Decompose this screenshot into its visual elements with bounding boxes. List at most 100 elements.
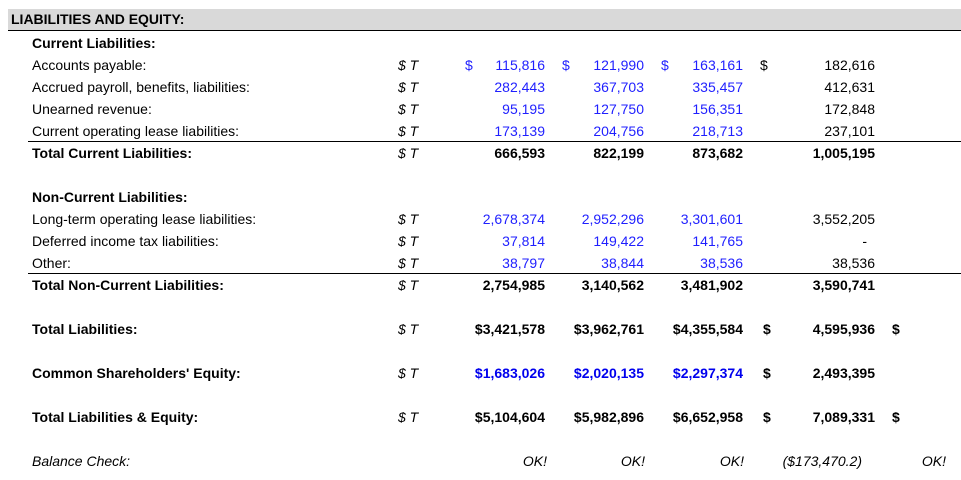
row-label: Total Liabilities: [32,321,138,337]
value-cell[interactable]: 37,814 [502,233,545,249]
current-liabilities-heading: Current Liabilities: [32,35,156,51]
value-cell[interactable]: 141,765 [692,233,743,249]
value-cell[interactable]: $6,652,958 [672,409,743,425]
unit-label: $ T [398,79,419,95]
unit-label: $ T [398,277,419,293]
equity-row: Common Shareholders' Equity: $ T $1,683,… [0,362,961,384]
value-cell[interactable]: $2,297,374 [672,365,743,381]
row-label: Accrued payroll, benefits, liabilities: [32,79,250,95]
table-row: Accrued payroll, benefits, liabilities: … [0,76,961,98]
value-cell[interactable]: 163,161 [692,57,743,73]
value-cell[interactable]: 38,536 [832,255,875,271]
value-cell[interactable]: 367,703 [593,79,644,95]
table-row: Accounts payable: $ T $ 115,816 $ 121,99… [0,54,961,76]
currency-symbol: $ [760,57,768,73]
unit-label: $ T [398,145,419,161]
row-label: Total Non-Current Liabilities: [32,277,224,293]
value-cell[interactable]: 38,797 [502,255,545,271]
value-cell[interactable]: 172,848 [824,101,875,117]
section-header: LIABILITIES AND EQUITY: [8,9,961,31]
value-cell[interactable]: 182,616 [824,57,875,73]
value-cell[interactable]: $3,421,578 [474,321,545,337]
check-status: OK! [719,453,744,469]
current-liabilities-heading-row: Current Liabilities: [0,32,961,54]
value-cell[interactable]: 38,536 [700,255,743,271]
value-cell[interactable]: 173,139 [494,123,545,139]
row-label: Common Shareholders' Equity: [32,365,241,381]
value-cell[interactable]: $4,355,584 [672,321,743,337]
currency-symbol: $ [763,409,771,425]
row-label: Total Liabilities & Equity: [32,409,199,425]
value-cell[interactable]: 282,443 [494,79,545,95]
value-cell[interactable]: 2,493,395 [812,365,875,381]
value-cell[interactable]: $5,104,604 [474,409,545,425]
value-cell[interactable]: 666,593 [494,145,545,161]
table-row: Current operating lease liabilities: $ T… [28,120,961,142]
total-row: Total Non-Current Liabilities: $ T 2,754… [0,274,961,296]
value-cell[interactable]: 7,089,331 [812,409,875,425]
value-cell[interactable]: 2,952,296 [581,211,644,227]
value-cell[interactable]: 204,756 [593,123,644,139]
value-cell[interactable]: 121,990 [593,57,644,73]
value-cell[interactable]: 127,750 [593,101,644,117]
check-status: OK! [522,453,547,469]
value-cell[interactable]: 3,590,741 [812,277,875,293]
currency-symbol: $ [465,57,473,73]
unit-label: $ T [398,321,419,337]
value-cell[interactable]: $3,962,761 [573,321,644,337]
row-label: Current operating lease liabilities: [32,123,239,139]
value-cell[interactable]: 115,816 [495,57,545,73]
unit-label: $ T [398,123,419,139]
noncurrent-liabilities-heading: Non-Current Liabilities: [32,189,188,205]
value-cell[interactable]: $2,020,135 [573,365,644,381]
value-cell[interactable]: $1,683,026 [474,365,545,381]
value-cell[interactable]: 237,101 [824,123,875,139]
currency-symbol: $ [562,57,570,73]
total-liabilities-row: Total Liabilities: $ T $3,421,578 $3,962… [0,318,961,340]
unit-label: $ T [398,409,419,425]
row-label: Other: [32,255,71,271]
value-cell[interactable]: - [862,233,867,249]
value-cell[interactable]: 156,351 [692,101,743,117]
value-cell[interactable]: 38,844 [601,255,644,271]
value-cell[interactable]: 1,005,195 [812,145,875,161]
row-label: Accounts payable: [32,57,147,73]
currency-symbol: $ [763,365,771,381]
unit-label: $ T [398,233,419,249]
total-liabilities-equity-row: Total Liabilities & Equity: $ T $5,104,6… [0,406,961,428]
row-label: Total Current Liabilities: [32,145,192,161]
currency-symbol: $ [661,57,669,73]
value-cell[interactable]: $5,982,896 [573,409,644,425]
row-label: Balance Check: [32,453,131,469]
value-cell[interactable]: 218,713 [692,123,743,139]
row-label: Long-term operating lease liabilities: [32,211,257,227]
check-status: OK! [620,453,645,469]
total-row: Total Current Liabilities: $ T 666,593 8… [0,142,961,164]
unit-label: $ T [398,365,419,381]
balance-check-row: Balance Check: OK! OK! OK! ($173,470.2) … [0,450,961,472]
value-cell[interactable]: 3,140,562 [581,277,644,293]
unit-label: $ T [398,57,419,73]
value-cell[interactable]: 95,195 [502,101,545,117]
value-cell[interactable]: 3,481,902 [680,277,743,293]
check-status: ($173,470.2) [782,453,862,469]
table-row: Deferred income tax liabilities: $ T 37,… [0,230,961,252]
table-row: Other: $ T 38,797 38,844 38,536 38,536 [28,252,961,274]
value-cell[interactable]: 412,631 [824,79,875,95]
row-label: Unearned revenue: [32,101,152,117]
value-cell[interactable]: 335,457 [692,79,743,95]
value-cell[interactable]: 2,678,374 [482,211,545,227]
row-label: Deferred income tax liabilities: [32,233,219,249]
value-cell[interactable]: 822,199 [593,145,644,161]
section-title: LIABILITIES AND EQUITY: [11,11,185,27]
table-row: Unearned revenue: $ T 95,195 127,750 156… [0,98,961,120]
currency-symbol: $ [892,321,900,337]
value-cell[interactable]: 2,754,985 [482,277,545,293]
value-cell[interactable]: 3,552,205 [812,211,875,227]
value-cell[interactable]: 149,422 [593,233,644,249]
value-cell[interactable]: 4,595,936 [812,321,875,337]
table-row: Long-term operating lease liabilities: $… [0,208,961,230]
noncurrent-liabilities-heading-row: Non-Current Liabilities: [0,186,961,208]
value-cell[interactable]: 873,682 [692,145,743,161]
value-cell[interactable]: 3,301,601 [680,211,743,227]
